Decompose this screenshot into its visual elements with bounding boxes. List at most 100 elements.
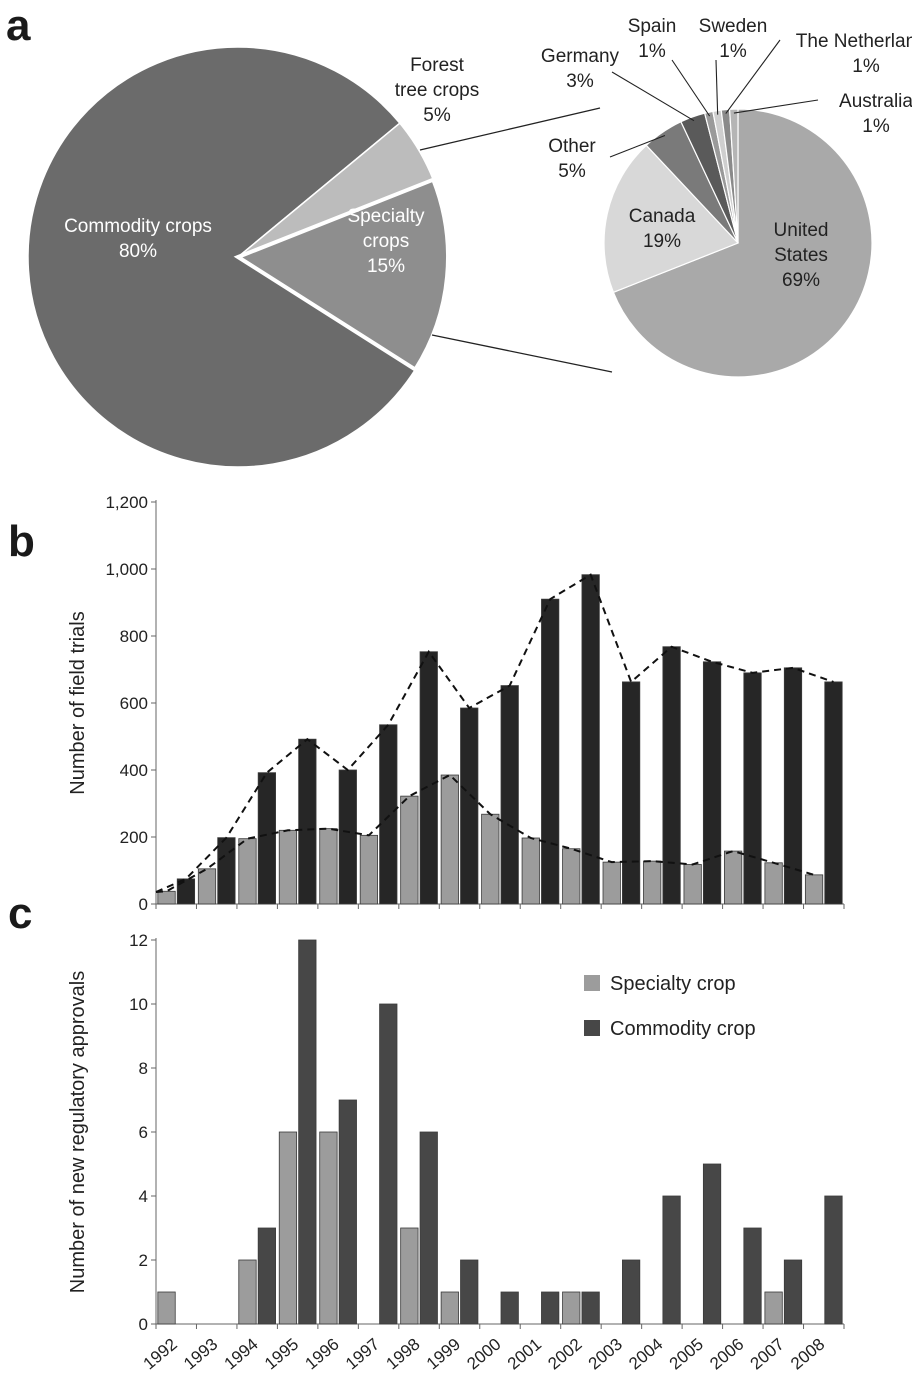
x-tick-label: 1996 (301, 1335, 342, 1374)
bar-specialty-1996 (319, 828, 338, 905)
bar-specialty-1997 (359, 834, 378, 905)
bar-commodity-2007 (783, 667, 803, 905)
bar-commodity-2003 (622, 681, 641, 905)
bar-commodity-2006 (743, 672, 762, 905)
y-tick-label: 200 (120, 828, 148, 847)
x-tick-label: 2005 (666, 1335, 707, 1374)
bar-commodity-2001 (541, 1291, 560, 1325)
y-tick-label: 1,200 (105, 493, 148, 512)
bar-commodity-1998 (419, 651, 438, 905)
specialty-detail-pie-chart: United States 69% Canada 19% Other 5% Germany 3%… (541, 16, 912, 378)
pie-label-spain: Spain 1% (628, 16, 677, 62)
panel-label-a: a (6, 1, 31, 50)
leader-line-the-netherlands (725, 39, 781, 114)
y-tick-label: 8 (139, 1059, 148, 1078)
bar-specialty-2000 (481, 813, 500, 905)
x-tick-label: 2001 (504, 1335, 545, 1374)
zoom-connector-bottom (431, 334, 613, 373)
pie-label-australia: Australia 1% (839, 91, 912, 137)
panel-label-b: b (8, 517, 35, 566)
bar-specialty-1993 (197, 868, 217, 905)
bar-specialty-1999 (440, 774, 459, 905)
bar-specialty-2003 (602, 861, 621, 905)
bar-commodity-2001 (541, 598, 560, 905)
bar-commodity-2008 (824, 1195, 843, 1325)
bar-commodity-1999 (460, 1259, 479, 1325)
pie-label-forest-tree-crops: Forest tree crops 5% (395, 55, 479, 126)
pie-slice-commodity-crops (27, 46, 417, 468)
pie-label-the-netherlands: The Netherlands1% (796, 31, 912, 77)
y-tick-label: 6 (139, 1123, 148, 1142)
bar-commodity-2007 (783, 1259, 803, 1325)
pie-slice-united-states (612, 108, 873, 378)
bar-specialty-1995 (278, 1131, 298, 1325)
y-tick-label: 4 (139, 1187, 148, 1206)
pie-label-canada: Canada 19% (629, 206, 696, 252)
y-tick-label: 1,000 (105, 560, 148, 579)
x-tick-label: 1999 (423, 1335, 464, 1374)
bar-specialty-1998 (400, 1227, 419, 1325)
main-pie-chart: Commodity crops 80% Specialty crops 15% Fores… (27, 46, 479, 468)
bar-commodity-1998 (419, 1131, 438, 1325)
bar-specialty-1992 (157, 1291, 176, 1325)
bar-specialty-1998 (400, 795, 419, 905)
pie-label-other: Other 5% (548, 136, 596, 182)
x-tick-label: 1995 (261, 1335, 302, 1374)
trend-line-commodity (155, 573, 834, 893)
pie-label-specialty-crops: Specialty crops 15% (347, 206, 425, 277)
x-tick-label: 1997 (342, 1335, 383, 1374)
x-tick-label: 2008 (787, 1335, 828, 1374)
bar-commodity-1993 (217, 837, 236, 905)
y-tick-label: 2 (139, 1251, 148, 1270)
x-tick-label: 1992 (140, 1335, 181, 1374)
y-tick-label: 600 (120, 694, 148, 713)
bar-specialty-2002 (562, 848, 581, 905)
zoom-connector-top (419, 107, 601, 151)
regulatory-approvals-bar-chart: 0 2 4 6 8 10 12 Number of new regulatory approv… (67, 931, 845, 1374)
y-axis-title: Number of field trials (67, 611, 89, 794)
x-tick-label: 2006 (706, 1335, 747, 1374)
y-tick-label: 0 (139, 1315, 148, 1334)
x-tick-label: 1998 (382, 1335, 423, 1374)
trend-line-specialty (155, 773, 815, 893)
y-tick-label: 800 (120, 627, 148, 646)
panel-label-c: c (8, 889, 32, 938)
pie-slice-canada (603, 144, 740, 294)
x-tick-label: 2004 (625, 1335, 666, 1374)
leader-line-spain (671, 59, 711, 117)
bar-commodity-1995 (298, 939, 317, 1325)
bar-commodity-1994 (257, 1227, 276, 1325)
y-tick-label: 0 (139, 895, 148, 914)
legend-swatch-commodity-crop (584, 1020, 600, 1036)
leader-line-sweden (715, 59, 719, 115)
y-tick-label: 12 (129, 931, 148, 950)
pie-label-commodity-crops: Commodity crops 80% (64, 216, 212, 262)
bar-specialty-2004 (643, 860, 662, 905)
bar-commodity-2000 (500, 685, 519, 905)
x-tick-label: 2003 (585, 1335, 626, 1374)
bar-specialty-1999 (440, 1291, 459, 1325)
bar-commodity-1995 (298, 738, 317, 905)
bar-commodity-2008 (824, 681, 843, 905)
bar-specialty-2005 (683, 864, 702, 905)
x-tick-label: 1994 (221, 1335, 262, 1374)
bar-commodity-1996 (338, 769, 357, 905)
bar-commodity-2004 (662, 646, 681, 905)
legend-label-commodity-crop: Commodity crop (610, 1018, 756, 1040)
bar-commodity-1997 (379, 724, 398, 905)
bar-specialty-2007 (764, 862, 783, 905)
y-tick-label: 400 (120, 761, 148, 780)
bar-specialty-1996 (319, 1131, 338, 1325)
x-tick-label: 1993 (180, 1335, 221, 1374)
bar-commodity-2005 (702, 661, 722, 905)
leader-line-germany (611, 71, 695, 122)
x-tick-label: 2007 (747, 1335, 788, 1374)
legend-swatch-specialty-crop (584, 975, 600, 991)
leader-line-australia (733, 99, 819, 114)
bar-commodity-2000 (500, 1291, 519, 1325)
pie-label-united-states: United States 69% (774, 220, 829, 291)
bar-specialty-2008 (804, 874, 824, 905)
field-trials-bar-chart: 0 200 400 600 800 1,000 1,200 Number of field t… (67, 493, 845, 914)
bar-commodity-2006 (743, 1227, 762, 1325)
